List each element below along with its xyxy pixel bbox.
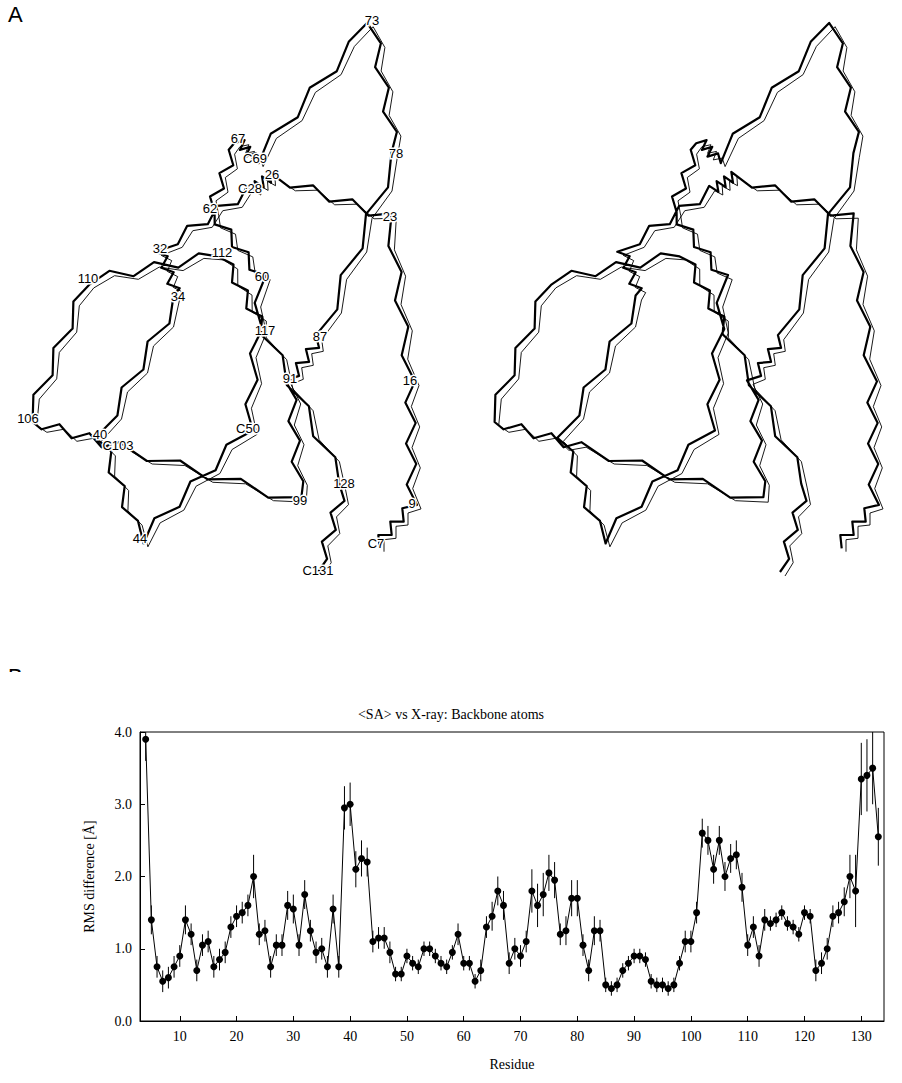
svg-text:<SA> vs X-ray: Backbone atoms: <SA> vs X-ray: Backbone atoms: [358, 707, 544, 722]
svg-text:112: 112: [212, 245, 233, 260]
svg-text:A: A: [8, 2, 23, 27]
svg-text:C103: C103: [102, 438, 133, 453]
svg-text:128: 128: [333, 476, 355, 491]
svg-text:C28: C28: [238, 181, 262, 196]
svg-text:110: 110: [737, 1029, 757, 1044]
html-text:B: B: [8, 664, 23, 689]
svg-text:0.0: 0.0: [115, 1014, 133, 1029]
svg-text:16: 16: [403, 373, 417, 388]
svg-text:40: 40: [92, 427, 108, 443]
svg-text:1.0: 1.0: [115, 941, 133, 956]
svg-text:30: 30: [286, 1029, 300, 1044]
svg-text:C7: C7: [368, 536, 385, 551]
svg-text:67: 67: [231, 131, 245, 146]
svg-text:87: 87: [313, 329, 327, 344]
svg-text:78: 78: [389, 146, 403, 161]
svg-text:117: 117: [255, 323, 276, 338]
svg-text:110: 110: [78, 271, 99, 286]
svg-text:3.0: 3.0: [115, 797, 133, 812]
svg-text:Residue: Residue: [489, 1057, 534, 1072]
svg-text:44: 44: [133, 531, 147, 546]
svg-text:C50: C50: [236, 421, 260, 436]
svg-text:90: 90: [627, 1029, 641, 1044]
svg-text:62: 62: [203, 201, 217, 216]
svg-text:RMS difference [Å]: RMS difference [Å]: [82, 820, 97, 933]
svg-text:99: 99: [293, 493, 307, 508]
svg-text:4.0: 4.0: [115, 725, 133, 740]
svg-text:20: 20: [230, 1029, 244, 1044]
svg-text:70: 70: [514, 1029, 528, 1044]
svg-text:9: 9: [408, 496, 415, 511]
svg-text:106: 106: [17, 411, 39, 426]
svg-text:80: 80: [570, 1029, 584, 1044]
svg-text:23: 23: [383, 209, 397, 224]
svg-text:120: 120: [794, 1029, 815, 1044]
svg-text:2.0: 2.0: [115, 869, 133, 884]
svg-text:130: 130: [851, 1029, 872, 1044]
svg-text:26: 26: [265, 167, 279, 182]
svg-text:50: 50: [400, 1029, 414, 1044]
svg-text:34: 34: [171, 289, 185, 304]
svg-text:91: 91: [283, 371, 297, 386]
svg-text:C69: C69: [243, 151, 267, 166]
svg-text:73: 73: [365, 13, 379, 28]
svg-text:60: 60: [457, 1029, 471, 1044]
svg-text:32: 32: [153, 241, 167, 256]
svg-text:60: 60: [255, 269, 269, 284]
svg-text:C131: C131: [302, 563, 333, 578]
svg-text:100: 100: [680, 1029, 701, 1044]
svg-text:40: 40: [343, 1029, 357, 1044]
svg-text:10: 10: [173, 1029, 187, 1044]
